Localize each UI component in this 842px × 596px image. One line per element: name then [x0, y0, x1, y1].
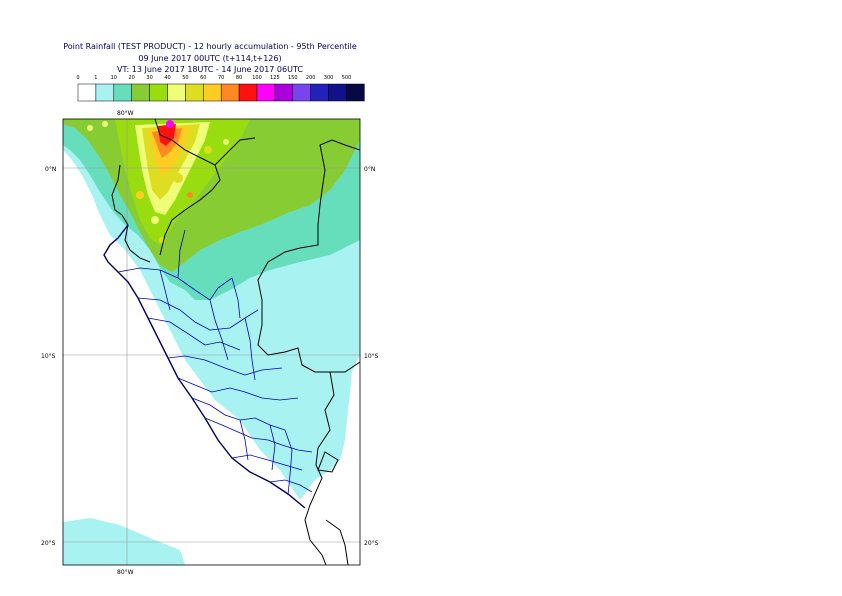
validity-time: VT: 13 June 2017 18UTC - 14 June 2017 06…	[117, 65, 303, 74]
lat-label-left-20s: 20°S	[41, 540, 56, 547]
colorbar-tick-label: 1	[94, 75, 97, 81]
colorbar-tick-label: 200	[306, 75, 316, 81]
colorbar-swatch	[346, 83, 365, 102]
colorbar-tick-label: 60	[200, 75, 206, 81]
lat-label-right-10s: 10°S	[364, 353, 379, 360]
colorbar-tick-label: 100	[252, 75, 262, 81]
map-title: Point Rainfall (TEST PRODUCT) - 12 hourl…	[63, 42, 357, 51]
map-frame	[62, 118, 361, 566]
colorbar-tick-label: 0	[76, 75, 79, 81]
colorbar-tick-label: 70	[218, 75, 224, 81]
lat-label-left-0: 0°N	[45, 166, 56, 173]
lon-label-bottom: 80°W	[117, 569, 134, 576]
colorbar-tick-label: 50	[182, 75, 188, 81]
colorbar-tick-label: 10	[111, 75, 117, 81]
country-borders	[111, 119, 360, 565]
coastline	[103, 224, 306, 509]
rainfall-colorbar: 0 1 10 20 30 40 50 60 70 80 100 125 150 200 300 500	[76, 75, 365, 102]
colorbar-tick-label: 40	[164, 75, 170, 81]
colorbar-tick-label: 80	[236, 75, 242, 81]
rain-field-peak	[158, 124, 176, 146]
colorbar-tick-label: 30	[146, 75, 152, 81]
graticule	[63, 119, 360, 565]
lat-label-right-20s: 20°S	[364, 540, 379, 547]
lat-label-right-0: 0°N	[364, 166, 375, 173]
colorbar-tick-label: 500	[342, 75, 352, 81]
lat-label-left-10s: 10°S	[41, 353, 56, 360]
colorbar-tick-label: 150	[288, 75, 298, 81]
colorbar-tick-label: 125	[270, 75, 280, 81]
colorbar-tick-label: 300	[324, 75, 334, 81]
lon-label-top: 80°W	[117, 110, 134, 117]
model-run-time: 09 June 2017 00UTC (t+114,t+126)	[138, 54, 282, 63]
region-boundaries	[117, 229, 313, 496]
colorbar-tick-label: 20	[129, 75, 135, 81]
